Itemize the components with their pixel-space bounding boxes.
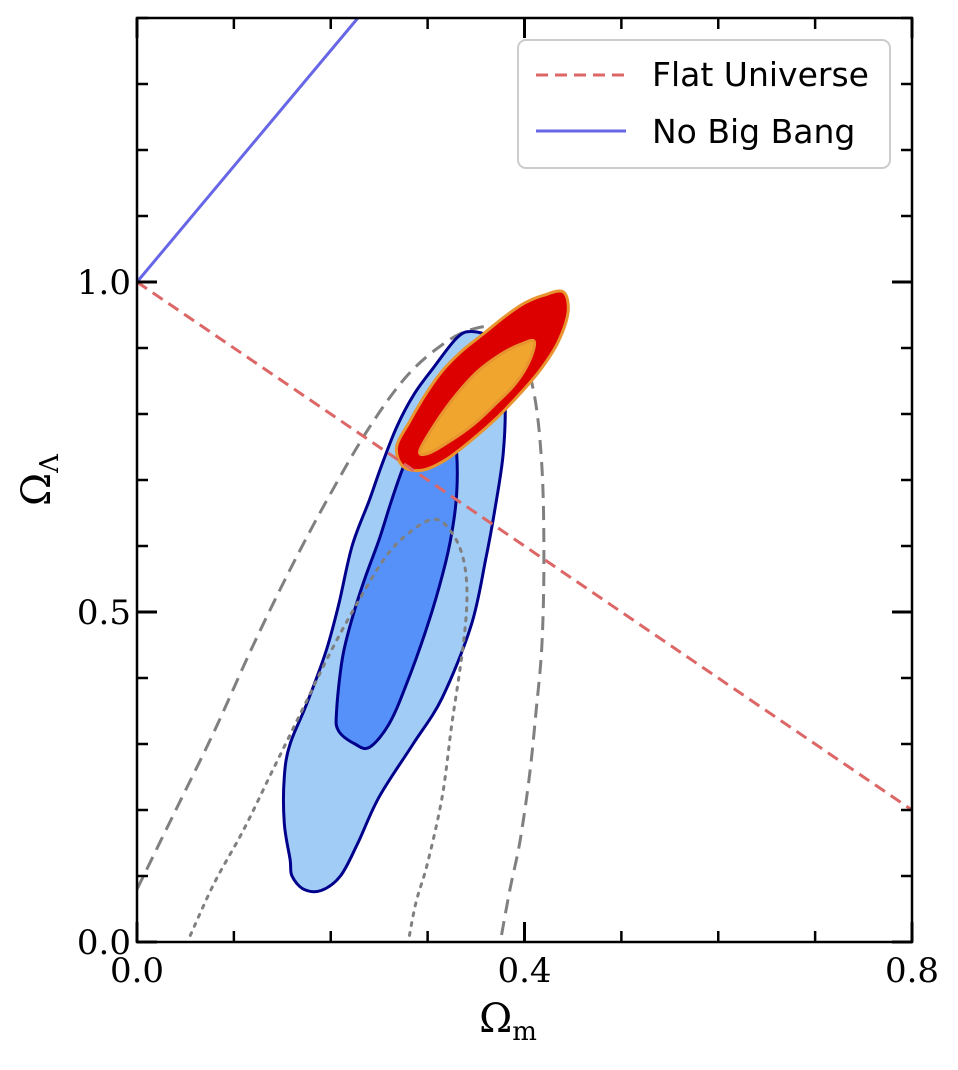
x-axis-label-sub: m xyxy=(512,1017,537,1047)
x-tick-label-1: 0.4 xyxy=(497,951,551,991)
plot-area xyxy=(137,18,912,942)
y-axis-label: ΩΛ xyxy=(14,453,65,506)
x-tick-labels: 0.0 0.4 0.8 xyxy=(110,951,939,991)
legend-flat-universe-label: Flat Universe xyxy=(652,55,869,94)
x-tick-label-0: 0.0 xyxy=(110,951,164,991)
y-tick-label-2: 1.0 xyxy=(77,263,131,303)
y-tick-label-1: 0.5 xyxy=(77,593,131,633)
legend-box xyxy=(517,39,891,169)
no-big-bang-line xyxy=(137,18,360,283)
x-axis-label: Ωm xyxy=(479,996,537,1047)
x-axis-label-main: Ω xyxy=(479,996,512,1042)
orange-inner-contour xyxy=(418,338,537,457)
y-axis-label-main: Ω xyxy=(14,473,60,506)
y-tick-labels: 0.0 0.5 1.0 xyxy=(77,263,131,963)
y-axis-label-sub: Λ xyxy=(35,453,65,474)
x-tick-label-2: 0.8 xyxy=(885,951,939,991)
flat-universe-line xyxy=(137,280,912,812)
legend-no-big-bang-label: No Big Bang xyxy=(652,112,855,151)
y-tick-label-0: 0.0 xyxy=(77,923,131,963)
axis-ticks xyxy=(135,16,914,944)
legend: Flat Universe No Big Bang xyxy=(517,39,891,169)
gray-dotted-contour xyxy=(188,517,469,942)
